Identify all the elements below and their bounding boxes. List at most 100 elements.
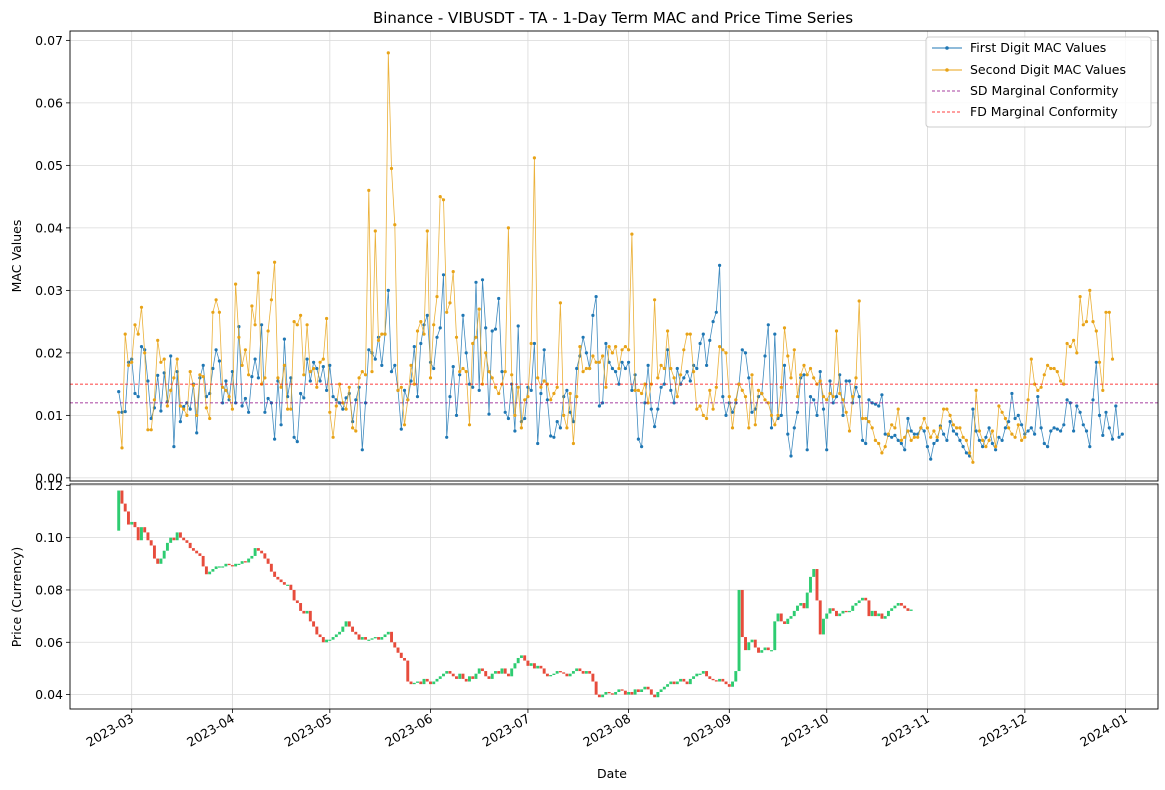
mac-point xyxy=(464,370,468,374)
mac-point xyxy=(497,391,501,396)
mac-point xyxy=(721,348,725,352)
mac-point xyxy=(623,366,628,371)
mac-point xyxy=(211,310,215,314)
price-candle xyxy=(136,527,140,541)
mac-point xyxy=(279,423,283,427)
mac-point xyxy=(743,351,748,355)
mac-point xyxy=(441,273,446,277)
mac-point xyxy=(490,329,494,333)
mac-point xyxy=(529,388,533,392)
mac-y-tick-label: 0.07 xyxy=(35,33,63,48)
mac-point xyxy=(497,296,501,301)
mac-point xyxy=(169,388,173,392)
price-candle xyxy=(864,597,868,601)
price-candle xyxy=(565,673,569,677)
mac-point xyxy=(1013,435,1017,439)
mac-point xyxy=(532,156,537,160)
price-candle xyxy=(289,584,293,590)
mac-point xyxy=(932,429,936,433)
mac-point xyxy=(942,407,946,411)
price-candle xyxy=(708,676,712,679)
mac-point xyxy=(802,373,806,377)
mac-point xyxy=(701,413,705,417)
mac-point xyxy=(912,432,917,436)
mac-point xyxy=(201,375,205,379)
mac-point xyxy=(695,407,699,411)
price-candle xyxy=(295,600,299,604)
price-candle xyxy=(357,634,361,640)
mac-point xyxy=(981,438,985,442)
mac-point xyxy=(1084,320,1089,324)
mac-point xyxy=(948,420,952,424)
price-candle xyxy=(662,686,666,690)
mac-point xyxy=(730,410,735,414)
mac-point xyxy=(448,301,452,305)
legend-label-second-digit: Second Digit MAC Values xyxy=(970,62,1126,77)
mac-point xyxy=(159,360,163,364)
mac-point xyxy=(1078,295,1082,299)
price-candle xyxy=(545,673,549,677)
mac-point xyxy=(812,376,816,380)
price-candle xyxy=(555,671,559,674)
legend-marker-second-digit xyxy=(945,68,949,72)
price-candle xyxy=(442,673,445,677)
mac-point xyxy=(841,398,845,402)
mac-point xyxy=(1088,288,1092,292)
price-candle xyxy=(870,610,874,617)
mac-point xyxy=(454,335,459,339)
mac-point xyxy=(415,395,420,399)
mac-point xyxy=(857,395,861,399)
mac-point xyxy=(558,426,563,430)
price-candle xyxy=(208,571,212,575)
mac-y-tick-label: 0.04 xyxy=(35,220,63,235)
price-candle xyxy=(792,610,796,617)
price-candle xyxy=(857,600,861,604)
mac-point xyxy=(477,388,481,392)
mac-point xyxy=(994,448,998,452)
mac-point xyxy=(386,51,390,55)
mac-point xyxy=(435,335,439,339)
price-candle xyxy=(854,603,858,606)
mac-point xyxy=(305,357,309,361)
mac-point xyxy=(896,438,900,442)
price-candle xyxy=(325,639,329,643)
mac-plot xyxy=(70,51,1158,464)
price-candle xyxy=(299,603,303,611)
mac-point xyxy=(1104,410,1108,414)
mac-point xyxy=(503,410,507,414)
mac-point xyxy=(360,448,364,452)
price-candle xyxy=(315,626,319,635)
price-candle xyxy=(354,631,358,635)
mac-point xyxy=(1091,398,1095,402)
mac-point xyxy=(909,438,913,442)
price-candle xyxy=(159,558,163,564)
price-candle xyxy=(529,663,533,666)
mac-point xyxy=(217,310,221,314)
price-candle xyxy=(890,608,894,611)
mac-point xyxy=(834,329,839,333)
price-candle xyxy=(903,605,907,609)
mac-point xyxy=(955,426,959,430)
mac-point xyxy=(656,376,660,380)
mac-point xyxy=(402,423,407,427)
mac-point xyxy=(890,423,894,427)
price-candle xyxy=(588,671,592,674)
mac-point xyxy=(672,401,676,405)
mac-point xyxy=(1013,416,1017,421)
mac-point xyxy=(675,395,679,399)
mac-point xyxy=(653,298,657,302)
mac-point xyxy=(321,365,325,369)
mac-point xyxy=(763,354,767,358)
mac-point xyxy=(795,395,800,399)
mac-point xyxy=(1114,404,1118,408)
mac-point xyxy=(331,435,335,439)
price-candle xyxy=(390,631,393,643)
mac-point xyxy=(724,351,728,355)
price-candle xyxy=(338,631,342,635)
mac-point xyxy=(542,348,546,352)
x-axis-label: Date xyxy=(597,766,627,781)
mac-point xyxy=(627,348,631,352)
mac-point xyxy=(182,407,186,411)
mac-point xyxy=(919,426,923,430)
mac-point xyxy=(363,373,368,377)
